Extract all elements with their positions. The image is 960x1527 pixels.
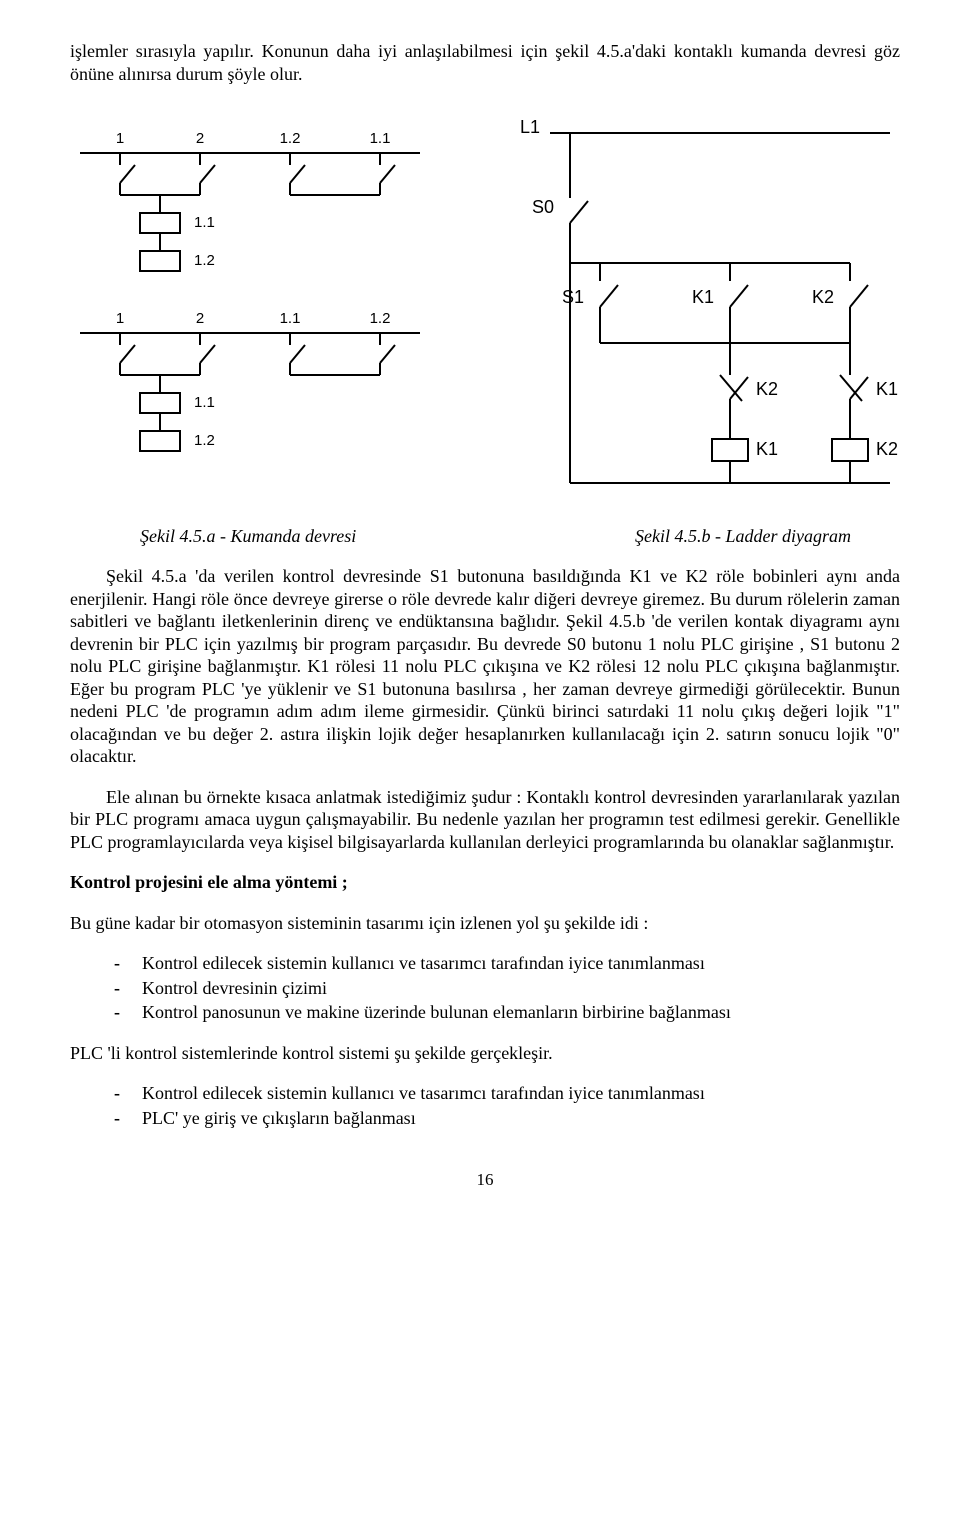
svg-text:1.1: 1.1 xyxy=(370,130,391,147)
svg-text:S1: S1 xyxy=(562,287,584,307)
list-2: Kontrol edilecek sistemin kullanıcı ve t… xyxy=(70,1082,900,1129)
svg-text:K1: K1 xyxy=(756,439,778,459)
list-item: PLC' ye giriş ve çıkışların bağlanması xyxy=(142,1107,900,1130)
list-item: Kontrol edilecek sistemin kullanıcı ve t… xyxy=(142,952,900,975)
paragraph-3: Ele alınan bu örnekte kısaca anlatmak is… xyxy=(70,786,900,854)
svg-text:K2: K2 xyxy=(812,287,834,307)
figure-left-caption: Şekil 4.5.a - Kumanda devresi xyxy=(70,525,555,548)
svg-text:K1: K1 xyxy=(876,379,898,399)
list-1: Kontrol edilecek sistemin kullanıcı ve t… xyxy=(70,952,900,1024)
figures-container: 1 2 1.2 1.1 1.1 1.2 xyxy=(70,103,900,519)
figure-left: 1 2 1.2 1.1 1.1 1.2 xyxy=(70,103,430,469)
list-item: Kontrol devresinin çizimi xyxy=(142,977,900,1000)
list-item: Kontrol edilecek sistemin kullanıcı ve t… xyxy=(142,1082,900,1105)
page-number: 16 xyxy=(70,1169,900,1190)
svg-text:1.1: 1.1 xyxy=(194,394,215,411)
svg-text:K1: K1 xyxy=(692,287,714,307)
svg-text:1: 1 xyxy=(116,130,124,147)
svg-text:S0: S0 xyxy=(532,197,554,217)
svg-text:L1: L1 xyxy=(520,117,540,137)
svg-text:1.1: 1.1 xyxy=(280,310,301,327)
list-item: Kontrol panosunun ve makine üzerinde bul… xyxy=(142,1001,900,1024)
svg-text:1.2: 1.2 xyxy=(194,432,215,449)
svg-text:1.2: 1.2 xyxy=(194,252,215,269)
svg-text:1.2: 1.2 xyxy=(280,130,301,147)
intro-paragraph: işlemler sırasıyla yapılır. Konunun daha… xyxy=(70,40,900,85)
svg-text:K2: K2 xyxy=(756,379,778,399)
svg-text:1.1: 1.1 xyxy=(194,214,215,231)
paragraph-4: Bu güne kadar bir otomasyon sisteminin t… xyxy=(70,912,900,935)
figure-right: L1 S0 S1 K1 K2 K2 K1 K1 K2 xyxy=(480,103,900,519)
svg-text:1.2: 1.2 xyxy=(370,310,391,327)
paragraph-5: PLC 'li kontrol sistemlerinde kontrol si… xyxy=(70,1042,900,1065)
svg-text:2: 2 xyxy=(196,310,204,327)
figure-right-caption: Şekil 4.5.b - Ladder diyagram xyxy=(555,525,960,548)
figure-captions: Şekil 4.5.a - Kumanda devresi Şekil 4.5.… xyxy=(70,525,900,548)
heading-kontrol-projesi: Kontrol projesini ele alma yöntemi ; xyxy=(70,871,900,894)
svg-text:2: 2 xyxy=(196,130,204,147)
svg-text:1: 1 xyxy=(116,310,124,327)
paragraph-2: Şekil 4.5.a 'da verilen kontrol devresin… xyxy=(70,565,900,768)
svg-text:K2: K2 xyxy=(876,439,898,459)
